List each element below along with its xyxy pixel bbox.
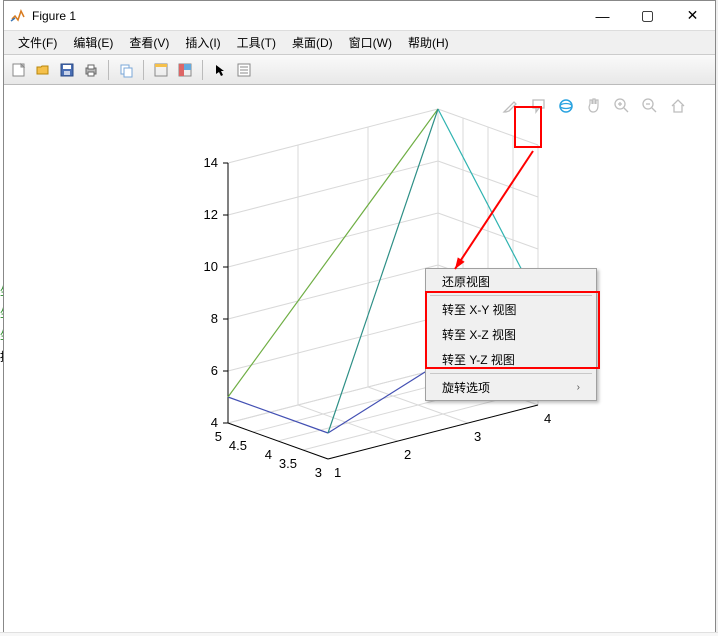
maximize-glyph: ▢	[641, 7, 654, 24]
restore-view-label: 还原视图	[442, 273, 490, 290]
panel-button[interactable]	[150, 59, 172, 81]
svg-text:2: 2	[404, 447, 411, 462]
rotate-options-item[interactable]: 旋转选项 ›	[426, 375, 596, 400]
minimize-glyph: —	[596, 8, 610, 24]
menu-window[interactable]: 窗口(W)	[341, 32, 400, 53]
menu-desktop[interactable]: 桌面(D)	[284, 32, 341, 53]
goto-yz-label: 转至 Y-Z 视图	[442, 351, 515, 368]
pointer-button[interactable]	[209, 59, 231, 81]
svg-text:4: 4	[265, 447, 272, 462]
svg-text:3: 3	[315, 465, 322, 480]
figure-toolbar	[4, 55, 715, 85]
close-button[interactable]: ✕	[670, 1, 715, 31]
svg-text:3.5: 3.5	[279, 456, 297, 471]
menu-view[interactable]: 查看(V)	[121, 32, 177, 53]
rotate-context-menu: 还原视图 转至 X-Y 视图 转至 X-Z 视图 转至 Y-Z 视图 旋转选项 ›	[425, 268, 597, 401]
close-glyph: ✕	[687, 7, 699, 24]
toolbar-separator	[108, 60, 109, 80]
svg-text:4: 4	[544, 411, 551, 426]
toolbar-separator	[143, 60, 144, 80]
svg-text:12: 12	[204, 207, 218, 222]
menu-divider	[430, 295, 592, 296]
goto-xz-label: 转至 X-Z 视图	[442, 326, 516, 343]
menu-divider	[430, 373, 592, 374]
toolbar-separator	[202, 60, 203, 80]
axes-3d: 46810121433.544.551234	[4, 85, 715, 633]
properties-button[interactable]	[233, 59, 255, 81]
goto-yz-item[interactable]: 转至 Y-Z 视图	[426, 347, 596, 372]
maximize-button[interactable]: ▢	[625, 1, 670, 31]
menu-edit[interactable]: 编辑(E)	[65, 32, 121, 53]
minimize-button[interactable]: —	[580, 1, 625, 31]
menu-help[interactable]: 帮助(H)	[400, 32, 457, 53]
rotate-options-label: 旋转选项	[442, 379, 490, 396]
svg-text:6: 6	[211, 363, 218, 378]
svg-text:4: 4	[211, 415, 218, 430]
submenu-arrow-icon: ›	[577, 382, 580, 393]
svg-text:3: 3	[474, 429, 481, 444]
restore-view-item[interactable]: 还原视图	[426, 269, 596, 294]
svg-text:8: 8	[211, 311, 218, 326]
goto-xy-item[interactable]: 转至 X-Y 视图	[426, 297, 596, 322]
open-button[interactable]	[32, 59, 54, 81]
svg-text:10: 10	[204, 259, 218, 274]
svg-text:5: 5	[215, 429, 222, 444]
menu-bar: 文件(F) 编辑(E) 查看(V) 插入(I) 工具(T) 桌面(D) 窗口(W…	[4, 31, 715, 55]
menu-tools[interactable]: 工具(T)	[229, 32, 284, 53]
menu-file[interactable]: 文件(F)	[10, 32, 65, 53]
window-title: Figure 1	[32, 9, 580, 23]
new-figure-button[interactable]	[8, 59, 30, 81]
layout-button[interactable]	[174, 59, 196, 81]
matlab-icon	[10, 8, 26, 24]
bottom-window-fragment	[0, 632, 718, 636]
figure-window: Figure 1 — ▢ ✕ 文件(F) 编辑(E) 查看(V) 插入(I) 工…	[3, 0, 716, 634]
svg-text:4.5: 4.5	[229, 438, 247, 453]
goto-xz-item[interactable]: 转至 X-Z 视图	[426, 322, 596, 347]
copy-button[interactable]	[115, 59, 137, 81]
title-bar: Figure 1 — ▢ ✕	[4, 1, 715, 31]
svg-text:14: 14	[204, 155, 218, 170]
goto-xy-label: 转至 X-Y 视图	[442, 301, 516, 318]
menu-insert[interactable]: 插入(I)	[177, 32, 228, 53]
figure-canvas-area: 46810121433.544.551234 还原视图 转至 X-Y 视图 转至…	[4, 85, 715, 633]
save-button[interactable]	[56, 59, 78, 81]
print-button[interactable]	[80, 59, 102, 81]
svg-text:1: 1	[334, 465, 341, 480]
